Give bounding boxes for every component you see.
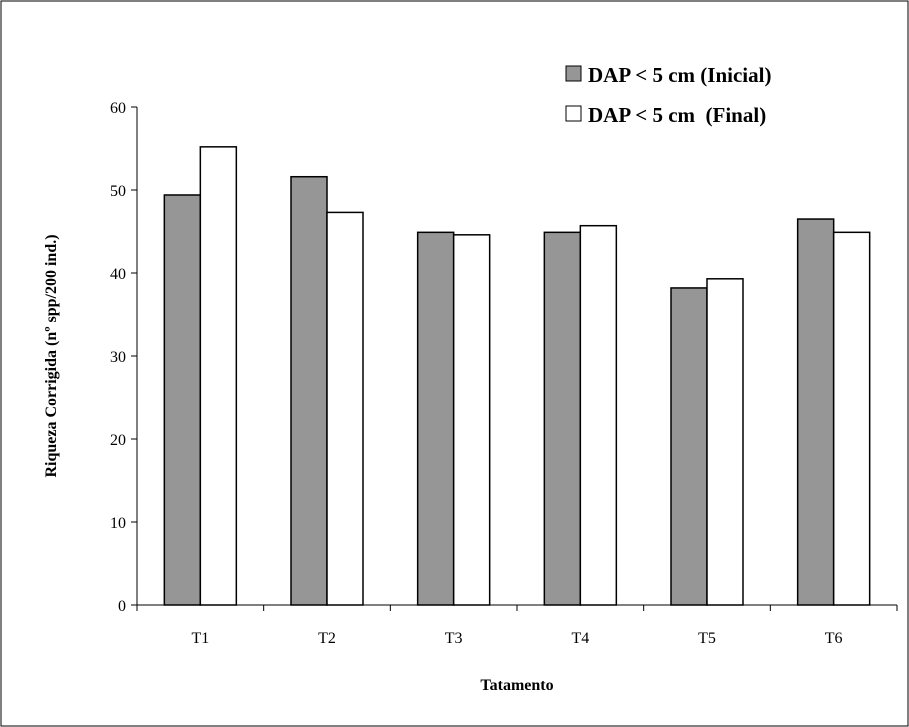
bar-final-t2	[326, 211, 364, 606]
y-tick-label: 20	[110, 432, 126, 449]
bar-inicial-t3	[416, 231, 455, 606]
y-ticks: 0 10 20 30 40 50 60	[110, 100, 137, 615]
y-tick-label: 50	[110, 183, 126, 200]
x-tick-label: T3	[445, 630, 463, 647]
x-tick-label: T6	[825, 630, 843, 647]
legend: DAP < 5 cm (Inicial) DAP < 5 cm (Final)	[565, 63, 771, 127]
bar-final-t3	[452, 234, 491, 606]
bar-final-t6	[832, 231, 871, 606]
x-tick-label: T5	[698, 630, 716, 647]
bars	[163, 146, 871, 606]
bar-inicial-t5	[670, 287, 708, 606]
y-tick-label: 40	[110, 266, 126, 283]
y-tick-label: 30	[110, 349, 126, 366]
bar-inicial-t6	[796, 218, 835, 606]
bar-inicial-t4	[543, 231, 582, 606]
legend-label-inicial: DAP < 5 cm (Inicial)	[588, 63, 771, 87]
y-axis-title: Riqueza Corrigida (nº spp/200 ind.)	[43, 234, 60, 477]
x-tick-label: T4	[571, 630, 589, 647]
legend-swatch-final	[565, 105, 582, 122]
legend-label-final: DAP < 5 cm (Final)	[588, 103, 766, 127]
bar-inicial-t2	[290, 175, 328, 606]
x-tick-label: T2	[318, 630, 336, 647]
bar-final-t5	[706, 278, 744, 606]
y-tick-label: 10	[110, 515, 126, 532]
y-tick-label: 60	[110, 100, 126, 117]
bar-inicial-t1	[163, 194, 202, 606]
legend-swatch-inicial	[565, 65, 582, 82]
x-ticks: T1 T2 T3 T4 T5 T6	[136, 605, 898, 647]
x-axis-title: Tatamento	[480, 677, 553, 694]
bar-final-t1	[199, 146, 238, 606]
x-tick-label: T1	[191, 630, 209, 647]
y-tick-label: 0	[118, 598, 126, 615]
bar-final-t4	[579, 224, 618, 606]
